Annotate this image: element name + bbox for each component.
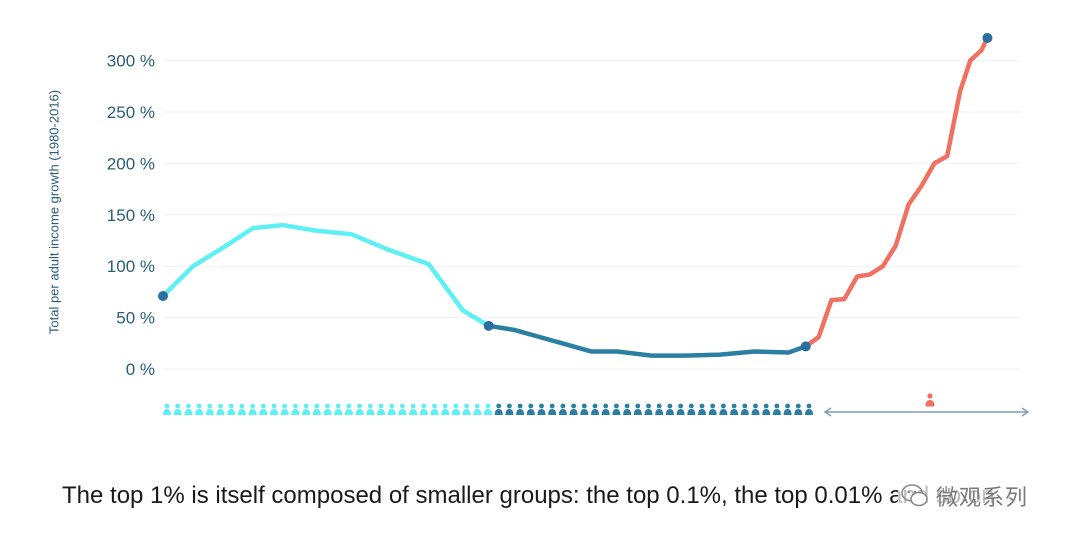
person-icon <box>441 403 450 415</box>
person-icon <box>484 403 492 415</box>
top-percentile-range-arrow <box>823 393 1030 417</box>
person-icon <box>772 403 781 415</box>
person-icon <box>344 403 353 415</box>
person-icon <box>205 403 214 415</box>
person-icon <box>526 403 535 415</box>
person-icon <box>925 393 935 407</box>
grid-lines <box>163 60 1020 370</box>
person-icon <box>237 403 246 415</box>
person-icon <box>387 403 396 415</box>
series-line-top <box>803 35 990 349</box>
person-icon <box>644 403 653 415</box>
person-icon <box>259 403 268 415</box>
person-icon <box>173 403 182 415</box>
person-icon <box>366 403 375 415</box>
person-icon <box>280 403 289 415</box>
series-line-middle <box>486 323 808 358</box>
endpoint-marker <box>483 320 494 331</box>
caption-text: The top 1% is itself composed of smaller… <box>62 482 1002 509</box>
person-icon <box>591 403 599 415</box>
person-icon <box>730 403 739 415</box>
person-icon <box>601 403 610 415</box>
person-icon <box>548 403 557 415</box>
person-icon <box>794 403 803 415</box>
person-icon <box>184 403 193 415</box>
person-icon <box>698 403 706 415</box>
endpoint-marker <box>158 291 168 302</box>
y-tick-label: 150 % <box>107 206 155 225</box>
person-icon <box>783 403 792 415</box>
person-icon <box>398 403 407 415</box>
person-icon <box>708 403 717 415</box>
y-tick-label: 0 % <box>126 360 155 379</box>
person-icon <box>655 403 664 415</box>
person-icon <box>762 403 771 415</box>
y-tick-label: 200 % <box>107 154 155 173</box>
person-icon <box>430 403 439 415</box>
person-icon <box>355 403 364 415</box>
person-icon <box>451 403 460 415</box>
y-axis-label: Total per adult income growth (1980-2016… <box>46 89 62 335</box>
watermark-text: 微观系列 <box>936 486 1029 511</box>
endpoint-marker <box>982 32 993 43</box>
person-icon <box>419 403 428 415</box>
person-icon <box>302 403 311 415</box>
series-lines <box>160 35 990 358</box>
person-icon <box>270 403 278 415</box>
endpoint-marker <box>800 341 811 352</box>
y-tick-label: 50 % <box>116 309 155 328</box>
person-icon <box>195 403 204 415</box>
endpoint-markers <box>158 32 993 352</box>
person-icon <box>623 403 632 415</box>
person-icon <box>473 403 482 415</box>
person-icon <box>633 403 642 415</box>
person-icon <box>516 403 525 415</box>
person-icon <box>334 403 343 415</box>
person-icon <box>751 403 760 415</box>
person-icon <box>409 403 418 415</box>
person-icon <box>580 403 589 415</box>
person-icon <box>505 403 514 415</box>
person-icon <box>558 403 567 415</box>
watermark: 微观系列 <box>898 478 1035 514</box>
person-icon <box>494 403 503 415</box>
person-icon <box>462 403 471 415</box>
person-icon <box>312 403 321 415</box>
person-icon <box>537 403 546 415</box>
person-icon <box>227 403 236 415</box>
person-icon <box>248 403 257 415</box>
person-icon <box>612 403 621 415</box>
person-icon <box>323 403 332 415</box>
y-tick-label: 250 % <box>107 103 155 122</box>
person-icon <box>163 403 171 415</box>
series-line-bottom <box>160 222 491 329</box>
y-tick-labels: 0 % 50 % 100 % 150 % 200 % 250 % 300 % <box>107 52 155 379</box>
person-icon <box>569 403 578 415</box>
person-icon <box>676 403 685 415</box>
person-icon <box>805 403 813 415</box>
person-icon <box>377 403 385 415</box>
person-icon <box>719 403 728 415</box>
y-tick-label: 100 % <box>107 257 155 276</box>
person-icon <box>740 403 749 415</box>
person-icon <box>216 403 225 415</box>
y-tick-label: 300 % <box>107 52 155 71</box>
population-strip <box>163 403 813 415</box>
wechat-logo-icon <box>901 484 928 507</box>
person-icon <box>665 403 674 415</box>
person-icon <box>687 403 696 415</box>
person-icon <box>291 403 300 415</box>
